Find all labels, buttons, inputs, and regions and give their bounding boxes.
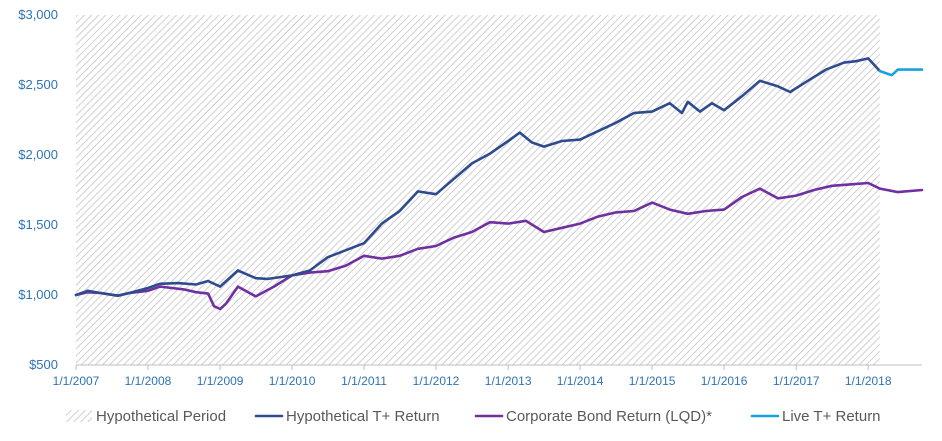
y-tick-label: $2,000 [18,147,58,162]
x-tick-label: 1/1/2013 [485,374,532,388]
y-tick-label: $2,500 [18,77,58,92]
x-tick-label: 1/1/2008 [125,374,172,388]
y-tick-label: $500 [29,357,58,372]
series-line-live-t-plus-return [878,68,924,77]
x-tick-label: 1/1/2010 [269,374,316,388]
legend-label-hypothetical-t-plus-return: Hypothetical T+ Return [286,408,440,425]
x-tick-label: 1/1/2007 [53,374,100,388]
legend-swatch-hypothetical-period [66,410,92,422]
x-tick-label: 1/1/2016 [701,374,748,388]
legend-label-corporate-bond-return-lqd: Corporate Bond Return (LQD)* [506,408,712,425]
legend-label-hypothetical-period: Hypothetical Period [96,408,226,425]
x-tick-label: 1/1/2009 [197,374,244,388]
x-tick-label: 1/1/2011 [341,374,387,388]
x-tick-label: 1/1/2012 [413,374,460,388]
series-line-hypothetical-t-plus-return [74,57,882,297]
hypothetical-period-shading [76,15,880,365]
legend-label-live-t-plus-return: Live T+ Return [782,408,881,425]
y-tick-label: $1,500 [18,217,58,232]
x-tick-label: 1/1/2017 [773,374,820,388]
x-tick-label: 1/1/2014 [557,374,604,388]
x-tick-label: 1/1/2018 [845,374,892,388]
y-tick-label: $1,000 [18,287,58,302]
y-tick-label: $3,000 [18,7,58,22]
x-tick-label: 1/1/2015 [629,374,676,388]
series-line-corporate-bond-return-lqd [74,181,924,311]
